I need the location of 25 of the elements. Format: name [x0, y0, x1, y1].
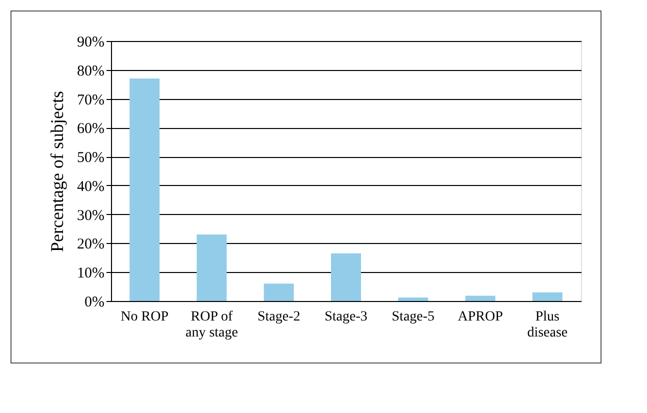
x-tick-label: Plus disease	[527, 310, 568, 340]
y-tick-label: 0%	[84, 294, 104, 310]
y-tick-label: 90%	[77, 34, 104, 50]
bar	[532, 292, 562, 301]
x-tick-label: ROP of any stage	[185, 310, 238, 340]
y-tick-label: 40%	[77, 178, 104, 195]
x-tick-label: APROP	[458, 310, 504, 324]
bar	[465, 296, 496, 301]
bar	[398, 298, 428, 301]
y-tick-label: 80%	[77, 63, 104, 80]
x-tick-label: Stage-3	[324, 310, 368, 324]
y-tick-label: 30%	[77, 208, 104, 224]
bar	[130, 78, 160, 301]
y-tick-label: 50%	[77, 150, 104, 166]
x-tick-label: Stage-5	[392, 310, 435, 324]
y-tick-label: 20%	[77, 236, 104, 253]
x-tick-label: Stage-2	[257, 310, 300, 324]
x-tick-label: No ROP	[120, 310, 169, 324]
bar	[264, 284, 294, 301]
y-axis-title: Percentage of subjects	[47, 91, 68, 252]
y-tick-label: 10%	[77, 266, 104, 282]
y-tick-label: 60%	[77, 121, 104, 138]
bar	[331, 253, 361, 301]
bar	[196, 234, 227, 301]
y-tick-label: 70%	[77, 92, 104, 108]
